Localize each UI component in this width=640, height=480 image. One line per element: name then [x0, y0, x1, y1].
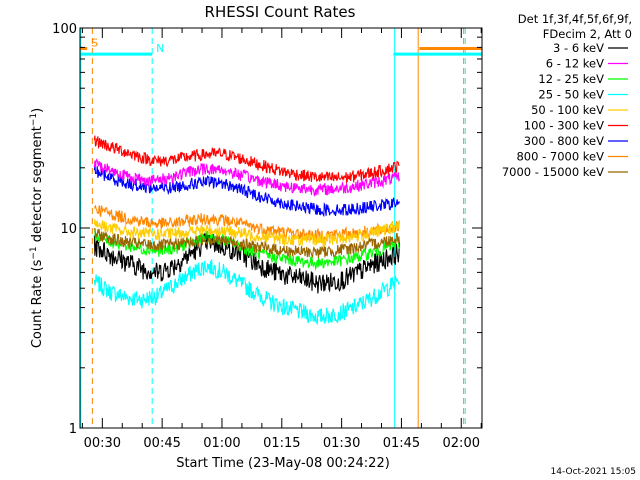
- series-line-300-800kev: [93, 164, 400, 218]
- legend-label: 6 - 12 keV: [546, 57, 604, 71]
- legend-label: 3 - 6 keV: [553, 41, 604, 55]
- flag-label-s: S: [91, 36, 98, 49]
- legend-label: 800 - 7000 keV: [516, 150, 604, 164]
- x-axis-label: Start Time (23-May-08 00:24:22): [176, 456, 390, 471]
- x-tick-label: 01:45: [383, 436, 420, 451]
- x-tick-label: 01:30: [323, 436, 360, 451]
- vertical-markers: [80, 28, 466, 428]
- y-axis-ticks: 1 10 100: [52, 22, 482, 437]
- x-tick-label: 00:30: [84, 436, 121, 451]
- y-axis-label: Count Rate (s−1 detector segment−1): [29, 108, 45, 348]
- series-line-100-300kev: [93, 135, 400, 184]
- series-line-800-7000kev: [93, 204, 400, 243]
- legend-label: 100 - 300 keV: [524, 119, 604, 133]
- y-tick-label: 100: [52, 22, 77, 37]
- series-line-50-100kev: [93, 219, 400, 248]
- legend-header-line-1: Det 1f,3f,4f,5f,6f,9f,: [518, 12, 632, 26]
- legend-label: 12 - 25 keV: [538, 72, 604, 86]
- series-line-6-12kev: [93, 158, 400, 197]
- flag-label-n: N: [156, 42, 164, 55]
- series-line-25-50kev: [93, 259, 400, 326]
- legend-label: 50 - 100 keV: [531, 103, 604, 117]
- legend-header-line-2: FDecim 2, Att 0: [543, 27, 632, 41]
- x-tick-label: 01:00: [203, 436, 240, 451]
- x-tick-label: 00:45: [143, 436, 180, 451]
- x-tick-label: 02:00: [443, 436, 480, 451]
- series-line-7000-15000kev: [93, 228, 400, 259]
- chart-title: RHESSI Count Rates: [205, 3, 356, 21]
- legend-label: 300 - 800 keV: [524, 134, 604, 148]
- footer-date: 14-Oct-2021 15:05: [551, 467, 636, 477]
- legend-label: 25 - 50 keV: [538, 88, 604, 102]
- y-tick-label: 1: [69, 422, 77, 437]
- legend-label: 7000 - 15000 keV: [502, 165, 604, 179]
- x-axis-ticks: 00:30 00:45 01:00 01:15 01:30 01:45 02:00: [81, 28, 482, 451]
- x-tick-label: 01:15: [263, 436, 300, 451]
- y-tick-label: 10: [60, 222, 77, 237]
- series-line-12-25kev: [93, 229, 400, 271]
- series-lines: [93, 135, 400, 326]
